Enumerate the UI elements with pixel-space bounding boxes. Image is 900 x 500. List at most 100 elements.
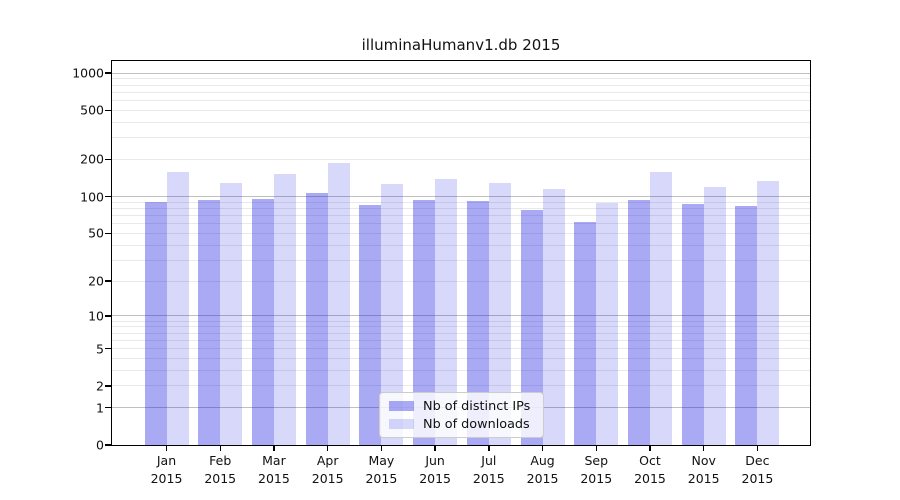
bar-nb-of-distinct-ips-sep [574, 221, 597, 445]
x-tick-aug [541, 445, 544, 451]
y-tick-label-5: 5 [96, 341, 104, 357]
y-tick-label-2: 2 [96, 378, 104, 394]
bar-nb-of-distinct-ips-jul [466, 200, 489, 445]
y-tick-50 [105, 232, 112, 234]
gridline-minor-700 [112, 91, 810, 93]
gridline-minor-60 [112, 223, 810, 225]
x-tick-sep [595, 445, 597, 451]
y-tick-20 [105, 280, 112, 282]
x-tick-dec [756, 445, 759, 451]
x-tick-label-dec: Dec 2015 [741, 453, 774, 486]
x-tick-jan [165, 445, 168, 451]
gridline-minor-2 [112, 385, 810, 387]
y-tick-500 [105, 109, 112, 111]
x-tick-label-sep: Sep 2015 [580, 453, 613, 486]
x-tick-label-apr: Apr 2015 [311, 453, 344, 486]
bar-nb-of-distinct-ips-may [359, 205, 382, 445]
legend-item-downloads: Nb of downloads [389, 417, 534, 432]
x-tick-label-may: May 2015 [365, 453, 398, 486]
y-tick-label-100: 100 [80, 189, 104, 204]
gridline-minor-30 [112, 259, 810, 261]
legend-swatch-downloads [389, 419, 414, 429]
x-tick-label-mar: Mar 2015 [258, 453, 290, 486]
gridline-major-100 [112, 196, 810, 197]
x-tick-may [380, 445, 383, 451]
gridline-minor-4 [112, 357, 810, 359]
x-tick-oct [649, 445, 651, 451]
y-tick-100 [105, 195, 112, 198]
y-tick-1000 [105, 72, 112, 74]
bar-nb-of-downloads-dec [757, 180, 780, 445]
bar-nb-of-downloads-sep [596, 203, 619, 445]
gridline-major-10 [112, 315, 810, 317]
gridline-minor-7 [112, 332, 810, 334]
bar-nb-of-distinct-ips-nov [681, 203, 704, 445]
bar-nb-of-downloads-mar [273, 174, 296, 445]
bar-nb-of-distinct-ips-oct [627, 199, 650, 445]
gridline-minor-200 [112, 158, 810, 160]
gridline-minor-400 [112, 121, 810, 123]
x-tick-jun [434, 445, 436, 451]
x-tick-label-nov: Nov 2015 [687, 453, 720, 486]
gridline-minor-9 [112, 320, 810, 322]
bar-nb-of-downloads-feb [220, 182, 243, 445]
y-tick-label-10: 10 [88, 308, 104, 324]
y-tick-5 [105, 347, 112, 350]
chart-title: illuminaHumanv1.db 2015 [361, 36, 561, 54]
bar-nb-of-downloads-may [381, 184, 404, 445]
y-tick-label-1: 1 [96, 400, 104, 416]
bar-nb-of-distinct-ips-mar [251, 199, 274, 445]
gridline-minor-8 [112, 326, 810, 328]
legend-swatch-distinct-ips [389, 401, 414, 411]
x-tick-apr [326, 445, 329, 451]
x-tick-mar [273, 445, 275, 451]
y-tick-1 [105, 406, 112, 409]
gridline-minor-900 [112, 78, 810, 80]
x-tick-nov [703, 445, 705, 451]
bar-nb-of-downloads-oct [649, 172, 672, 445]
gridline-minor-80 [112, 207, 810, 209]
gridline-minor-600 [112, 99, 810, 101]
bar-nb-of-distinct-ips-dec [735, 205, 758, 445]
bar-nb-of-downloads-apr [327, 163, 350, 445]
x-tick-label-feb: Feb 2015 [204, 453, 237, 486]
legend-item-distinct-ips: Nb of distinct IPs [389, 399, 534, 414]
y-tick-label-500: 500 [80, 102, 104, 118]
x-tick-label-aug: Aug 2015 [526, 453, 559, 486]
bar-nb-of-downloads-jun [435, 178, 458, 445]
y-tick-label-200: 200 [80, 151, 104, 167]
legend-label-distinct-ips: Nb of distinct IPs [423, 398, 531, 414]
gridline-minor-40 [112, 244, 810, 246]
bar-nb-of-distinct-ips-jun [413, 199, 436, 445]
gridline-major-1000 [112, 72, 810, 74]
bar-nb-of-distinct-ips-feb [198, 199, 221, 445]
gridline-minor-5 [112, 348, 810, 350]
bar-nb-of-downloads-jan [166, 172, 189, 445]
bar-nb-of-distinct-ips-jan [144, 202, 167, 445]
gridline-minor-50 [112, 232, 810, 234]
x-tick-label-oct: Oct 2015 [634, 453, 666, 486]
x-tick-label-jun: Jun 2015 [419, 453, 451, 486]
legend: Nb of distinct IPs Nb of downloads [379, 392, 544, 438]
y-tick-label-1000: 1000 [72, 65, 104, 81]
bar-nb-of-distinct-ips-apr [305, 192, 328, 445]
x-tick-feb [219, 445, 221, 451]
gridline-minor-90 [112, 201, 810, 203]
y-tick-200 [105, 158, 112, 161]
bar-nb-of-downloads-jul [488, 182, 511, 445]
y-tick-label-20: 20 [88, 273, 104, 289]
gridline-minor-500 [112, 109, 810, 111]
bar-nb-of-downloads-aug [542, 189, 565, 445]
x-tick-label-jul: Jul 2015 [472, 453, 505, 486]
bar-nb-of-distinct-ips-aug [520, 209, 543, 445]
y-tick-label-0: 0 [96, 437, 104, 453]
bar-nb-of-downloads-nov [703, 186, 726, 445]
gridline-minor-3 [112, 369, 810, 371]
legend-label-downloads: Nb of downloads [423, 416, 530, 432]
gridline-minor-800 [112, 84, 810, 86]
gridline-minor-6 [112, 339, 810, 341]
y-tick-10 [105, 315, 112, 317]
y-tick-0 [105, 444, 112, 446]
y-tick-label-50: 50 [88, 225, 104, 241]
